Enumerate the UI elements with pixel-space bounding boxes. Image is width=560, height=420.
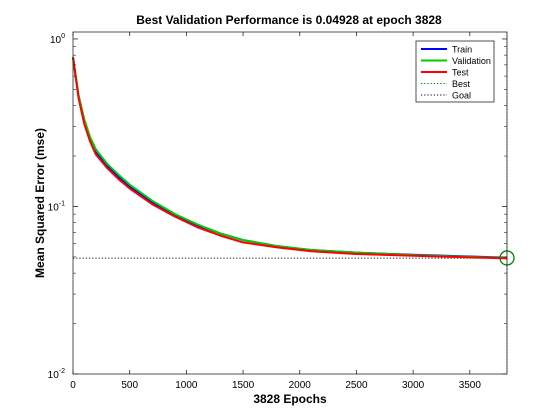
plot-lines [72,32,515,374]
series-line-validation [72,56,508,259]
x-tick-label: 3500 [459,380,482,391]
series-line-test [72,57,508,260]
x-tick-label: 1500 [232,380,255,391]
legend-label: Best [452,79,471,89]
x-tick-label: 1000 [175,380,198,391]
plot-frame [72,31,508,375]
y-tick-label: 10-2 [48,368,65,381]
legend-label: Train [452,45,472,55]
y-axis-label: Mean Squared Error (mse) [33,128,47,278]
x-tick-label: 0 [70,380,76,391]
legend-label: Goal [452,91,471,101]
x-axis-ticks: 0 500 1000 1500 2000 2500 3000 3500 [70,32,481,391]
x-tick-label: 500 [121,380,138,391]
y-tick-label: 100 [50,33,65,46]
x-tick-label: 2000 [289,380,312,391]
legend-label: Test [452,68,469,78]
x-tick-label: 2500 [345,380,368,391]
chart-title: Best Validation Performance is 0.04928 a… [136,13,442,27]
y-tick-label: 10-1 [48,200,65,213]
y-axis-ticks: 10-2 10-1 100 [48,33,507,381]
x-axis-label: 3828 Epochs [253,392,327,406]
legend-label: Validation [452,56,491,66]
x-tick-label: 3000 [402,380,425,391]
